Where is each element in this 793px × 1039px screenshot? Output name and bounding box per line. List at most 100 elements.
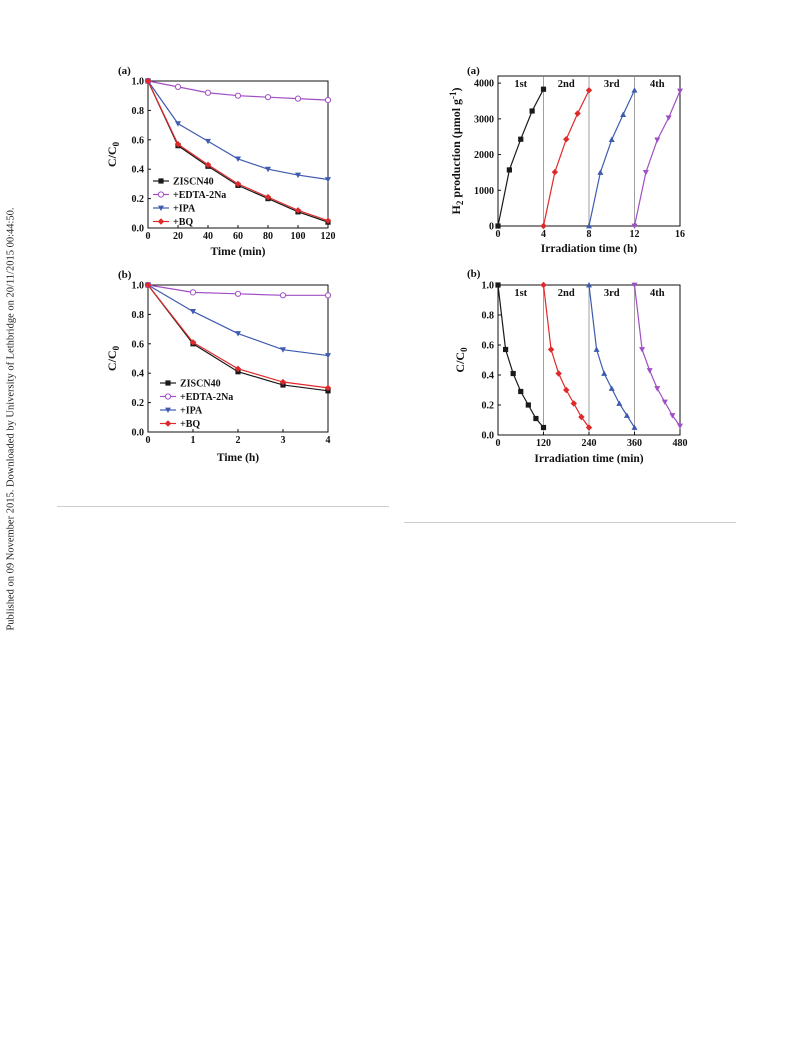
data-point-4th: [665, 115, 672, 121]
chart-right-b-svg: (b) 1st 2nd 3rd 4th 0 120 240 360 480 0.0 0.2 0.4 0.6…: [453, 268, 688, 465]
legend-marker: [157, 191, 165, 198]
data-point-bq: [234, 365, 242, 372]
y-axis-label-part: C/C: [105, 350, 119, 371]
y-tick-label: 0: [489, 222, 494, 233]
y-tick-label: 2000: [474, 150, 494, 161]
data-point-2nd: [540, 281, 547, 289]
data-point-1st: [540, 86, 547, 92]
series-bq: [144, 77, 332, 224]
y-tick-label: 0.0: [132, 224, 145, 235]
legend-label-bq: +BQ: [173, 217, 193, 228]
x-tick-label: 40: [203, 231, 213, 242]
data-point-bq: [264, 193, 272, 201]
y-axis-label: H2 production (µmol g-1): [448, 87, 465, 214]
data-point-2nd: [574, 110, 581, 117]
data-point-2nd: [540, 222, 547, 230]
x-tick-label: 2: [236, 435, 241, 446]
x-tick-label: 240: [582, 438, 597, 449]
download-watermark: Published on 09 November 2015. Downloade…: [0, 0, 22, 1039]
series-2nd: [540, 87, 593, 230]
data-point-3rd: [601, 370, 608, 376]
chart-left-a: (a) 0 20 40 60 80 100 120 0.0 0.2 0.4 0.6 0.8 1.0 Time…: [105, 62, 350, 277]
chart-left-a-svg: (a) 0 20 40 60 80 100 120 0.0 0.2 0.4 0.6 0.8 1.0 Time…: [105, 65, 336, 258]
x-tick-label: 1: [191, 435, 196, 446]
data-point-4th: [654, 386, 661, 392]
figure-divider-left: [57, 506, 389, 507]
data-point-edta-2na: [264, 94, 272, 101]
y-tick-label: 0.2: [482, 401, 495, 412]
data-point-1st: [495, 282, 501, 288]
y-axis-label-sub: 2: [455, 200, 465, 205]
series-line-1st: [497, 284, 544, 428]
y-tick-label: 0.2: [132, 398, 145, 409]
y-tick-label: 0.0: [482, 431, 495, 442]
data-point-2nd: [563, 386, 570, 394]
data-point-edta-2na: [234, 290, 242, 297]
data-point-bq: [204, 161, 212, 168]
data-point-1st: [525, 402, 531, 408]
data-point-3rd: [616, 400, 623, 406]
data-point-ipa: [295, 172, 301, 179]
data-point-ipa: [235, 331, 241, 337]
data-point-4th: [631, 282, 638, 288]
legend-marker: [165, 407, 171, 413]
data-point-bq: [144, 281, 152, 289]
x-tick-label: 12: [630, 229, 640, 240]
y-axis-label: C/C0: [105, 141, 121, 167]
data-point-3rd: [620, 111, 627, 117]
data-point-bq: [294, 207, 302, 214]
x-tick-label: 4: [326, 435, 331, 446]
data-point-bq: [174, 141, 182, 148]
series-line-3rd: [588, 90, 636, 227]
legend-marker: [164, 420, 172, 427]
data-point-bq: [279, 378, 287, 386]
series-4th: [631, 88, 683, 229]
chart-left-b: (b) 0 1 2 3 4 0.0 0.2 0.4 0.6 0.8 1.0 Time (h) C/C0 ZI…: [105, 266, 350, 485]
y-tick-label: 3000: [474, 114, 494, 125]
series-line-4th: [633, 284, 681, 427]
legend-label-ipa: +IPA: [173, 204, 196, 215]
legend-marker: [157, 218, 165, 225]
series-bq: [144, 281, 332, 392]
data-point-ipa: [325, 177, 331, 183]
data-point-3rd: [608, 136, 615, 142]
y-tick-label: 1.0: [482, 281, 495, 292]
x-tick-label: 80: [263, 231, 273, 242]
legend: ZISCN40 +EDTA-2Na +IPA +BQ: [160, 379, 233, 430]
y-tick-label: 0.8: [482, 311, 495, 322]
y-tick-label: 0.2: [132, 194, 145, 205]
data-point-4th: [677, 88, 683, 94]
data-point-2nd: [585, 87, 593, 94]
x-tick-label: 0: [496, 229, 501, 240]
x-tick-label: 360: [627, 438, 642, 449]
series-ziscn40: [145, 282, 331, 394]
data-point-edta-2na: [234, 92, 242, 99]
data-point-2nd: [585, 424, 593, 431]
y-axis-label: C/C0: [105, 345, 121, 371]
data-point-1st: [502, 346, 509, 353]
legend-label-ziscn40: ZISCN40: [180, 379, 221, 390]
data-point-4th: [639, 347, 646, 353]
y-tick-label: 0.4: [132, 369, 145, 380]
data-point-edta-2na: [324, 292, 332, 299]
series-3rd: [586, 282, 638, 430]
chart-right-a-svg: (a) 1st 2nd 3rd 4th 0 4 8 12 16 0 1000 2000 3000 4000 I…: [448, 65, 685, 255]
y-tick-label: 0.0: [132, 428, 145, 439]
x-tick-label: 8: [587, 229, 592, 240]
y-tick-label: 0.6: [482, 341, 495, 352]
y-axis-label-part: H: [449, 205, 463, 215]
x-axis-label: Irradiation time (h): [541, 243, 638, 255]
cycle-label-3rd: 3rd: [604, 288, 620, 299]
data-point-ipa: [325, 353, 331, 359]
y-axis-label-sub: 0: [111, 345, 121, 350]
series-2nd: [540, 281, 593, 431]
data-point-3rd: [608, 385, 615, 391]
data-point-1st: [533, 415, 539, 422]
data-point-1st: [518, 388, 524, 395]
data-point-3rd: [586, 282, 592, 288]
download-watermark-text: Published on 09 November 2015. Downloade…: [5, 207, 17, 631]
cycle-label-4th: 4th: [650, 79, 665, 90]
cycle-label-3rd: 3rd: [604, 79, 620, 90]
data-point-ipa: [265, 166, 271, 173]
